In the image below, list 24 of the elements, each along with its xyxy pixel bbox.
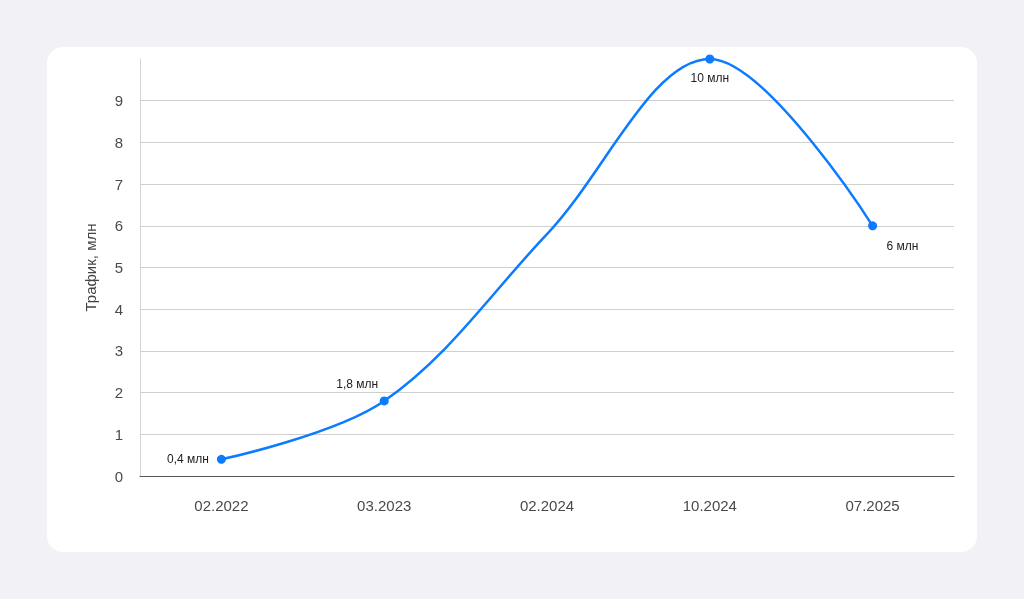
y-tick-label: 2	[114, 384, 123, 402]
x-tick-label: 02.2024	[519, 497, 575, 514]
y-tick-label: 1	[114, 425, 123, 443]
y-tick-label: 7	[114, 175, 123, 193]
data-label: 1,8 млн	[336, 377, 379, 392]
x-tick-label: 03.2023	[357, 497, 412, 514]
x-tick-label: 10.2024	[682, 497, 737, 514]
y-tick-label: 5	[114, 259, 123, 276]
y-tick-label: 4	[114, 300, 123, 318]
y-tick-label: 3	[114, 342, 123, 360]
y-tick-label: 6	[114, 217, 123, 235]
data-label: 0,4 млн	[166, 452, 209, 467]
point	[379, 396, 389, 406]
y-tick-label: 8	[114, 133, 123, 151]
y-tick-label: 0	[114, 467, 123, 485]
data-label: 10 млн	[690, 70, 730, 85]
y-tick-label: 9	[114, 92, 123, 110]
point	[216, 454, 226, 464]
data-label: 6 млн	[886, 239, 919, 254]
y-axis-title: Трафик, млн	[82, 223, 99, 312]
x-tick-label: 07.2025	[845, 497, 900, 514]
x-tick-label: 02.2022	[194, 497, 249, 514]
point	[705, 54, 715, 64]
point	[868, 221, 878, 231]
